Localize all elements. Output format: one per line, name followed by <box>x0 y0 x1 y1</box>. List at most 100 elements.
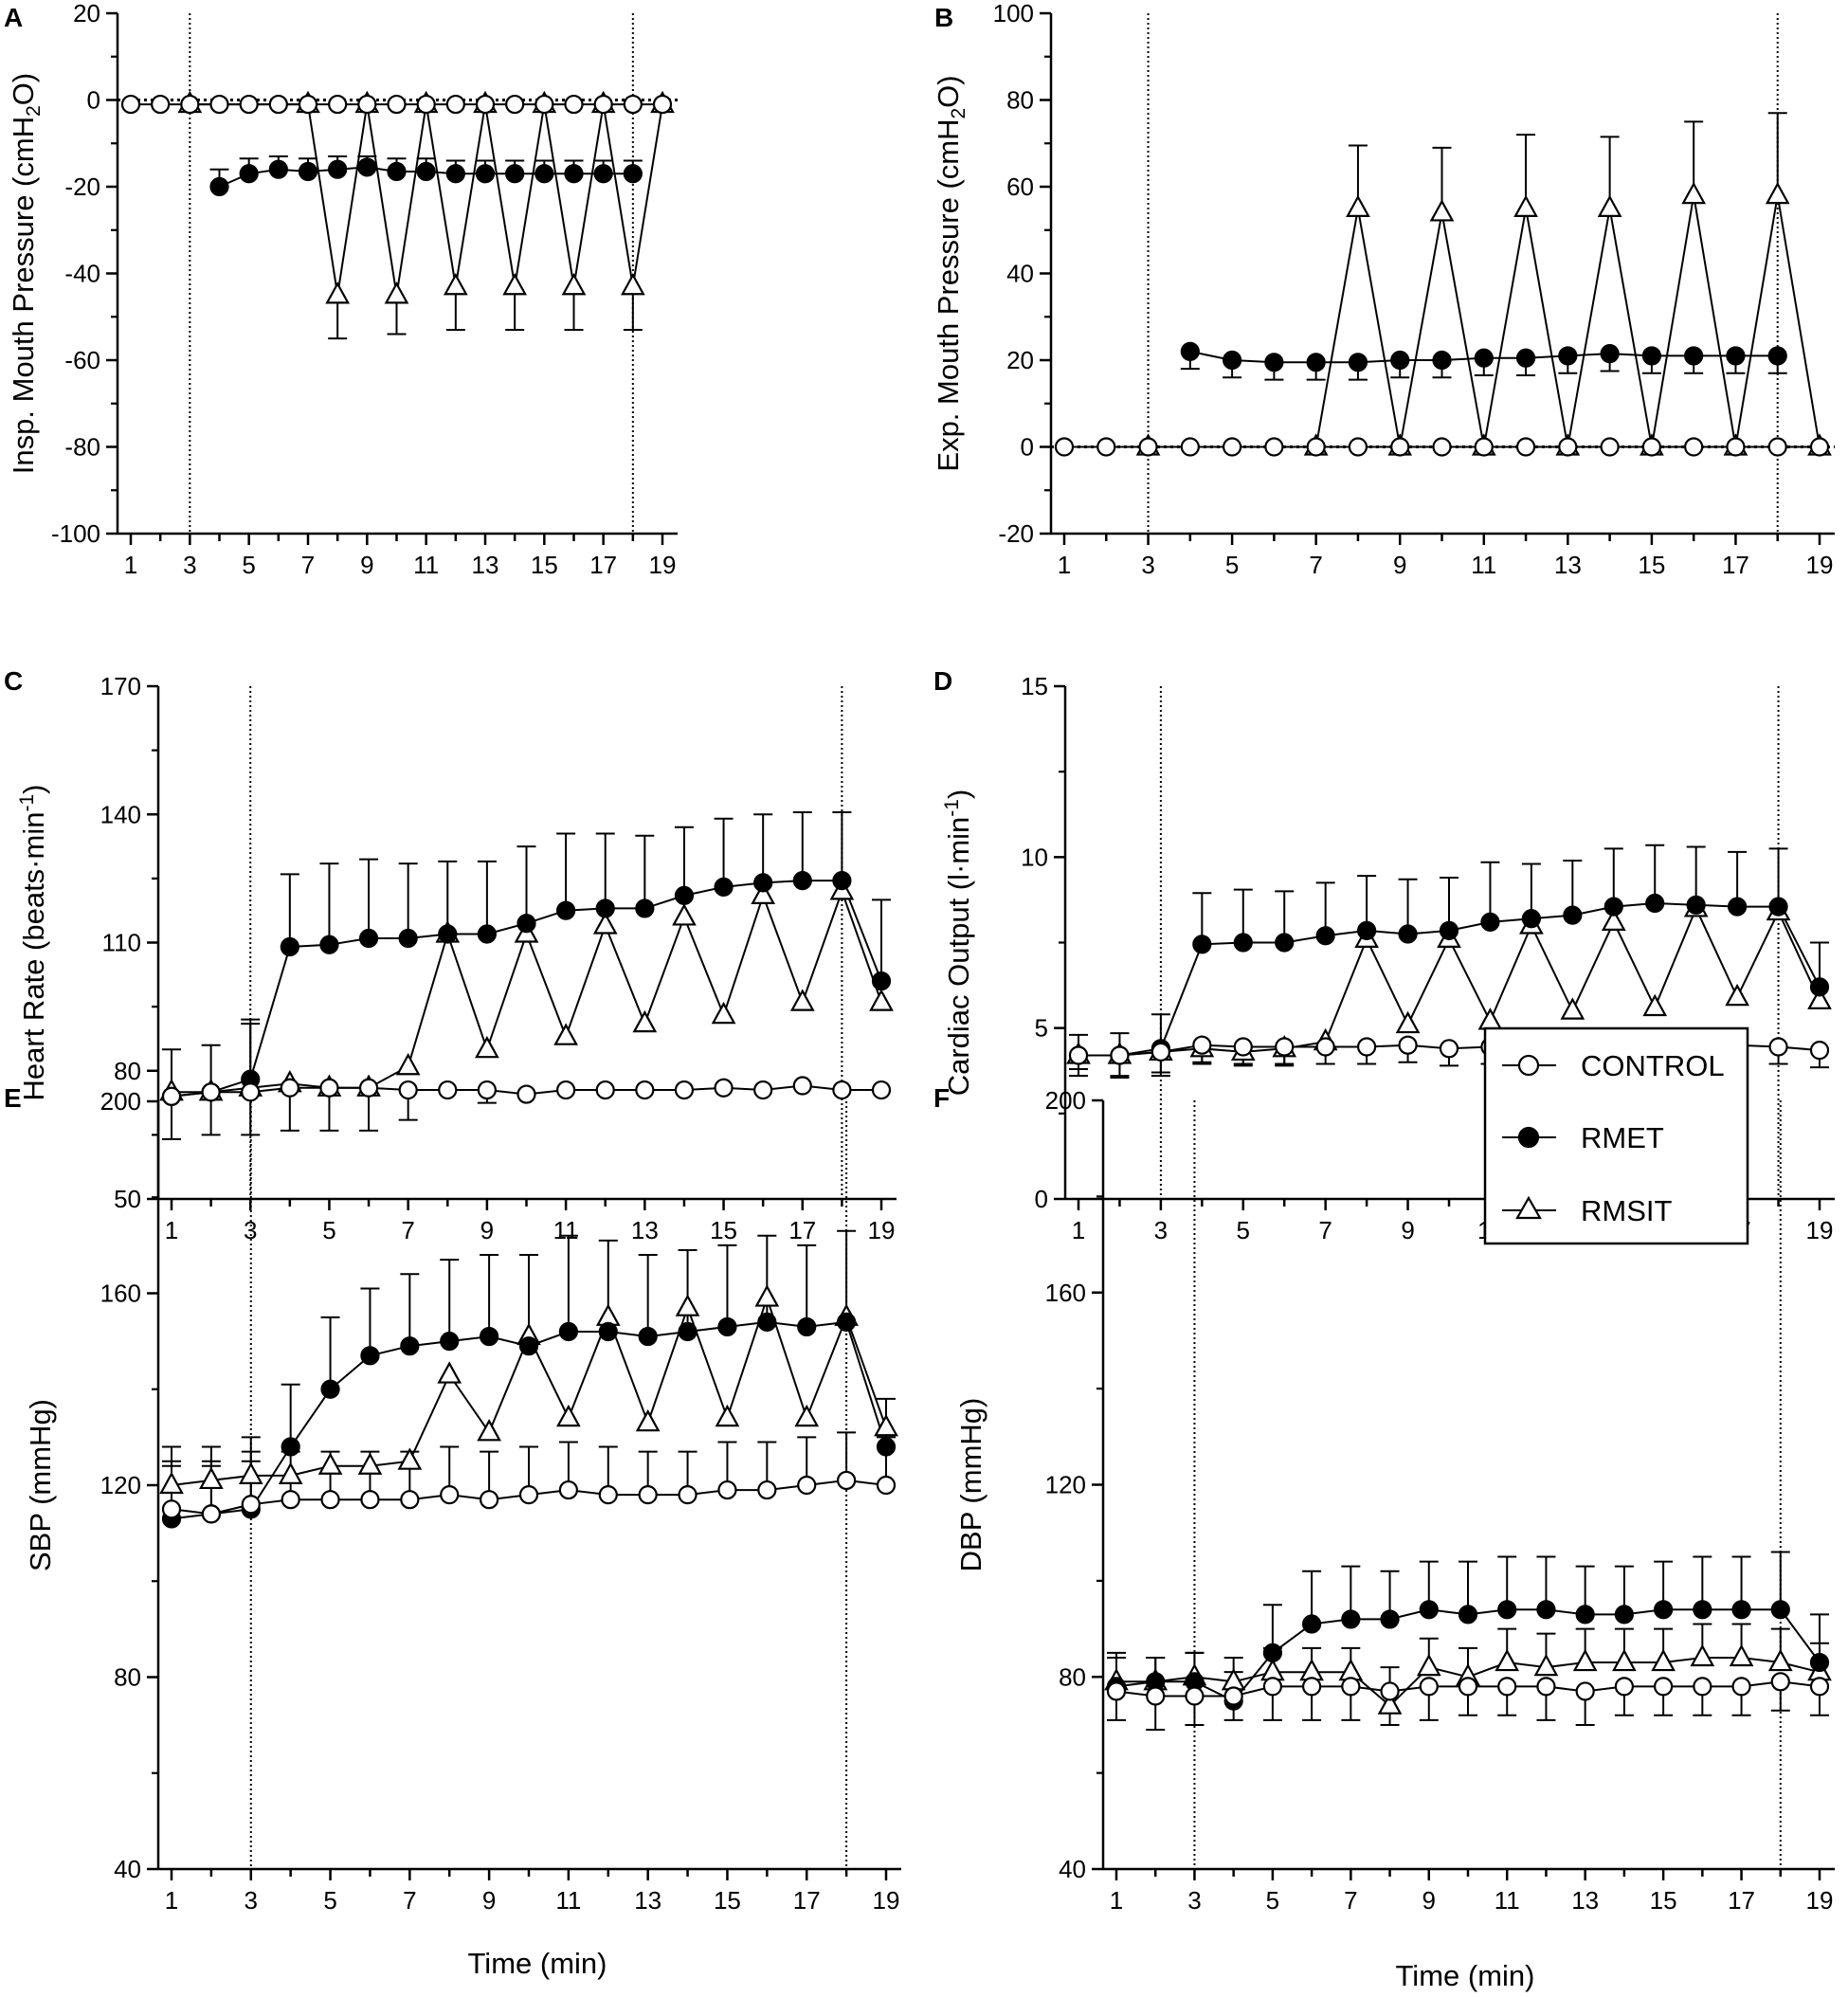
marker-control <box>595 1080 615 1100</box>
y-axis-title: Exp. Mouth Pressure (cmH2O) <box>932 75 969 471</box>
panel-letter: D <box>933 666 952 696</box>
marker-control <box>1558 437 1578 457</box>
legend-control-label: CONTROL <box>1581 1049 1725 1082</box>
marker-rmet <box>714 877 734 897</box>
marker-rmet <box>593 164 613 184</box>
y-tick-label: 40 <box>1006 260 1034 288</box>
marker-rmsit <box>1690 1643 1715 1667</box>
marker-rmet <box>480 1326 499 1347</box>
marker-control <box>1138 437 1158 457</box>
marker-rmet <box>1654 1600 1674 1620</box>
y-axis-title: SBP (mmHg) <box>24 1399 57 1571</box>
marker-control <box>120 94 141 115</box>
marker-rmet <box>556 900 576 920</box>
x-tick-label: 7 <box>1344 1886 1357 1915</box>
marker-rmet <box>1458 1605 1478 1625</box>
x-tick-label: 13 <box>631 1216 659 1244</box>
marker-control <box>280 1078 299 1098</box>
marker-control <box>438 1080 458 1100</box>
x-tick-label: 17 <box>589 551 617 579</box>
marker-control <box>1515 437 1536 457</box>
marker-control <box>534 94 554 115</box>
marker-rmsit <box>635 1408 661 1432</box>
marker-control <box>1767 437 1787 457</box>
x-tick-label: 11 <box>555 1886 581 1915</box>
marker-rmet <box>1563 905 1583 925</box>
marker-rmet <box>477 924 497 944</box>
marker-rmsit <box>384 281 409 304</box>
marker-rmet <box>871 971 892 991</box>
marker-rmet <box>1275 933 1295 953</box>
marker-control <box>1614 1677 1634 1697</box>
marker-control <box>1264 437 1284 457</box>
marker-control <box>1419 1677 1439 1697</box>
x-tick-label: 5 <box>242 551 255 579</box>
marker-control <box>1348 437 1368 457</box>
marker-control <box>638 1485 658 1505</box>
marker-control <box>1684 437 1704 457</box>
marker-rmet <box>281 1437 300 1457</box>
marker-rmet <box>1731 1600 1751 1620</box>
y-tick-label: -80 <box>64 433 100 462</box>
panel-c: C1701401108050135791113151719Heart Rate … <box>4 666 897 1244</box>
marker-control <box>757 1480 777 1500</box>
y-axis-title-script: 2 <box>948 108 969 119</box>
marker-rmet <box>358 928 379 949</box>
marker-rmet <box>564 164 584 184</box>
marker-rmet <box>753 873 773 893</box>
marker-rmsit <box>1416 1653 1441 1677</box>
marker-rmet <box>319 935 339 954</box>
marker-rmsit <box>874 1413 898 1437</box>
marker-rmet <box>1809 977 1830 997</box>
y-tick-label: 100 <box>993 0 1034 27</box>
marker-control <box>1536 1677 1556 1697</box>
marker-rmsit <box>1338 1658 1364 1681</box>
marker-control <box>1302 1677 1322 1697</box>
x-tick-label: 11 <box>1495 1886 1520 1915</box>
y-tick-label: 80 <box>1059 1662 1086 1691</box>
x-tick-label: 7 <box>1309 551 1322 579</box>
x-tick-label: 19 <box>1806 1216 1834 1244</box>
marker-control <box>319 1078 339 1098</box>
marker-rmet <box>1768 897 1788 917</box>
marker-rmet <box>1600 344 1620 364</box>
marker-rmsit <box>1651 1648 1676 1672</box>
marker-control <box>1497 1677 1517 1697</box>
marker-control <box>161 1499 182 1519</box>
marker-rmet <box>516 914 536 934</box>
y-tick-label: -60 <box>64 346 100 374</box>
y-tick-label: 110 <box>102 929 141 957</box>
marker-rmet <box>416 161 436 182</box>
marker-rmsit <box>1681 181 1707 205</box>
x-tick-label: 13 <box>1554 551 1582 579</box>
marker-rmet <box>440 1332 460 1352</box>
x-tick-label: 7 <box>1318 1216 1332 1244</box>
marker-control <box>1096 437 1116 457</box>
marker-rmet <box>1302 1614 1322 1634</box>
marker-rmet <box>475 164 496 184</box>
legend-item-control: CONTROL <box>1502 1049 1725 1082</box>
x-tick-label: 9 <box>1401 1216 1414 1244</box>
marker-control <box>180 94 200 115</box>
marker-rmsit <box>443 272 468 296</box>
marker-control <box>241 1495 261 1515</box>
marker-rmet <box>1767 346 1787 366</box>
marker-control <box>1192 1035 1212 1055</box>
marker-control <box>416 94 436 115</box>
marker-control <box>1054 437 1075 457</box>
marker-rmet <box>1432 350 1452 371</box>
y-axis-title-part: ) <box>942 790 975 799</box>
marker-rmet <box>1558 346 1578 366</box>
marker-control <box>480 1490 499 1510</box>
marker-control <box>1575 1681 1595 1701</box>
marker-control <box>598 1485 618 1505</box>
marker-control <box>564 94 584 115</box>
marker-rmet <box>1521 909 1541 929</box>
x-tick-label: 1 <box>124 551 137 579</box>
marker-rmet <box>1390 350 1410 371</box>
y-tick-label: 20 <box>73 0 100 27</box>
marker-control <box>358 1078 379 1098</box>
marker-rmet <box>1192 935 1212 954</box>
x-tick-label: 9 <box>480 1216 494 1244</box>
